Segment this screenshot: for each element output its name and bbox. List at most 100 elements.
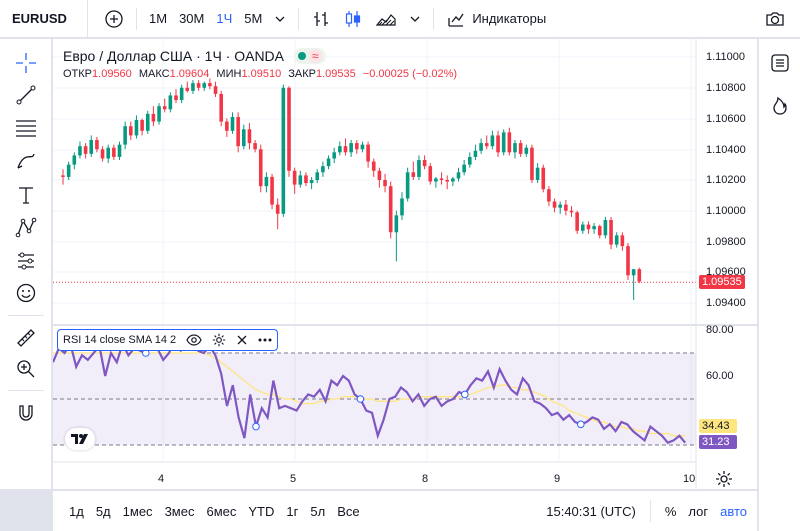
candle-body bbox=[394, 215, 399, 233]
candle-body bbox=[66, 164, 71, 177]
chevron-down-icon bbox=[275, 16, 285, 22]
current-price-tag: 1.09535 bbox=[699, 275, 745, 289]
bar-chart-button[interactable] bbox=[305, 4, 337, 34]
candle-body bbox=[264, 176, 269, 187]
gear-icon bbox=[716, 471, 732, 487]
add-symbol-button[interactable] bbox=[98, 4, 130, 34]
interval-5m-button[interactable]: 5М bbox=[238, 4, 268, 34]
smiley-icon bbox=[16, 283, 36, 303]
candle-body bbox=[95, 140, 99, 150]
candle-body bbox=[451, 178, 455, 182]
time-axis-label: 5 bbox=[290, 473, 297, 485]
chart-type-dropdown-button[interactable] bbox=[403, 4, 427, 34]
candle-body bbox=[100, 149, 105, 159]
forecast-tool-button[interactable] bbox=[9, 245, 43, 277]
watchlist-button[interactable] bbox=[764, 49, 796, 77]
candle-body bbox=[626, 246, 630, 276]
area-chart-button[interactable] bbox=[369, 4, 403, 34]
chart-area[interactable]: 1.11000 1.10800 1.10600 1.10400 1.10200 … bbox=[51, 39, 757, 489]
candle-body bbox=[179, 87, 184, 101]
range-1d-button[interactable]: 1д bbox=[69, 503, 84, 519]
candle-body bbox=[292, 170, 297, 185]
remove-indicator-button[interactable] bbox=[236, 334, 248, 346]
candle-body bbox=[196, 83, 201, 88]
candle-body bbox=[326, 158, 331, 167]
chevron-down-icon bbox=[410, 16, 420, 22]
candle-body bbox=[603, 219, 608, 236]
interval-30m-button[interactable]: 30М bbox=[173, 4, 210, 34]
ruler-tool-button[interactable] bbox=[9, 322, 43, 354]
time-axis-label: 8 bbox=[422, 473, 429, 485]
indicators-button[interactable]: Индикаторы bbox=[440, 4, 552, 34]
chart-canvas[interactable] bbox=[51, 39, 757, 489]
close-value: 1.09535 bbox=[316, 68, 356, 80]
candle-body bbox=[185, 87, 190, 91]
range-all-button[interactable]: Все bbox=[337, 503, 360, 519]
percent-scale-button[interactable]: % bbox=[664, 503, 677, 519]
crosshair-tool-button[interactable] bbox=[9, 47, 43, 79]
range-5y-button[interactable]: 5л bbox=[310, 503, 326, 519]
candle-body bbox=[281, 87, 286, 214]
symbol-search-button[interactable]: EURUSD bbox=[0, 0, 88, 37]
candles-chart-button[interactable] bbox=[337, 4, 369, 34]
more-options-button[interactable] bbox=[258, 337, 272, 343]
timezone-button[interactable]: 15:40:31 (UTC) bbox=[546, 503, 636, 519]
candle-body bbox=[524, 147, 529, 154]
interval-1m-button[interactable]: 1М bbox=[143, 4, 173, 34]
log-scale-button[interactable]: лог bbox=[688, 503, 709, 519]
candle-body bbox=[422, 160, 427, 167]
candle-body bbox=[484, 143, 489, 147]
auto-scale-button[interactable]: авто bbox=[720, 503, 747, 519]
market-status-badge[interactable]: ≈ bbox=[294, 48, 326, 64]
flame-icon bbox=[773, 96, 787, 115]
snapshot-button[interactable] bbox=[758, 4, 792, 34]
fib-tool-button[interactable] bbox=[9, 112, 43, 144]
candle-body bbox=[72, 155, 77, 165]
pattern-tool-button[interactable] bbox=[9, 212, 43, 244]
visibility-button[interactable] bbox=[186, 333, 202, 347]
zoom-tool-button[interactable] bbox=[9, 353, 43, 385]
range-3m-button[interactable]: 3мес bbox=[164, 503, 195, 519]
candle-body bbox=[321, 166, 325, 173]
range-6m-button[interactable]: 6мес bbox=[206, 503, 237, 519]
grid-lines bbox=[53, 39, 696, 462]
candle-body bbox=[287, 87, 291, 171]
candle-body bbox=[388, 186, 393, 233]
brush-tool-button[interactable] bbox=[9, 145, 43, 177]
text-tool-button[interactable] bbox=[9, 179, 43, 211]
candle-body bbox=[581, 224, 585, 231]
chart-settings-button[interactable] bbox=[715, 470, 733, 493]
candle-body bbox=[501, 132, 506, 153]
range-1m-button[interactable]: 1мес bbox=[122, 503, 153, 519]
candle-body bbox=[462, 164, 466, 173]
high-value: 1.09604 bbox=[169, 68, 210, 80]
interval-dropdown-button[interactable] bbox=[268, 4, 292, 34]
rsi-legend[interactable]: RSI 14 close SMA 14 2 bbox=[57, 329, 279, 351]
range-1y-button[interactable]: 1г bbox=[286, 503, 299, 519]
tradingview-logo[interactable] bbox=[65, 428, 95, 450]
candle-body bbox=[518, 143, 523, 154]
candle-body bbox=[564, 204, 568, 211]
candle-body bbox=[377, 170, 382, 180]
price-axis-label: 1.10200 bbox=[706, 174, 746, 186]
change-value: −0.00025 (−0.02%) bbox=[362, 68, 458, 80]
toolbar-divider bbox=[433, 7, 435, 30]
range-5d-button[interactable]: 5д bbox=[95, 503, 111, 519]
interval-1h-button[interactable]: 1Ч bbox=[210, 4, 238, 34]
magnet-tool-button[interactable] bbox=[9, 397, 43, 429]
candle-body bbox=[535, 167, 540, 180]
low-value: 1.09510 bbox=[241, 68, 282, 80]
interval-label: 1Ч bbox=[216, 11, 233, 26]
candle-body bbox=[258, 149, 263, 187]
trend-line-tool-button[interactable] bbox=[9, 79, 43, 111]
range-ytd-button[interactable]: YTD bbox=[248, 503, 275, 519]
candle-body bbox=[479, 143, 483, 151]
indicator-settings-button[interactable] bbox=[212, 333, 226, 347]
close-label: ЗАКР bbox=[288, 68, 316, 80]
emoji-tool-button[interactable] bbox=[9, 277, 43, 309]
area-icon bbox=[376, 13, 396, 26]
candle-body bbox=[338, 146, 342, 153]
hotlists-button[interactable] bbox=[764, 91, 796, 119]
candle-body bbox=[202, 83, 207, 88]
candle-body bbox=[360, 144, 365, 150]
